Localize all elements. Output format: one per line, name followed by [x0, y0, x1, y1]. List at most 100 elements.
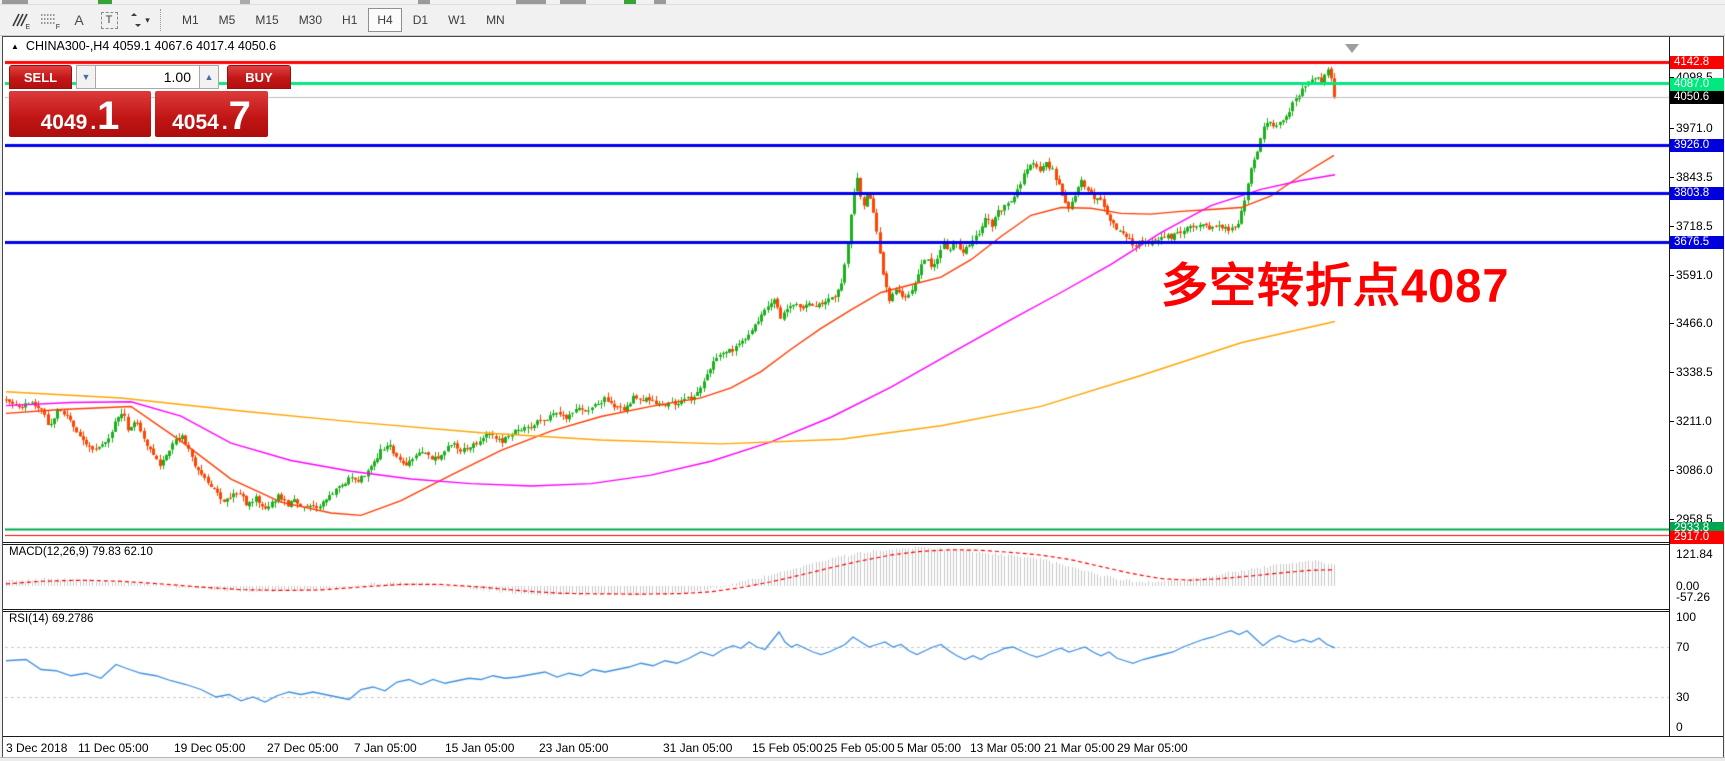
pane-separator[interactable] — [3, 542, 1723, 543]
buy-button[interactable]: BUY — [227, 65, 291, 89]
volume-decrease-button[interactable]: ▼ — [76, 65, 96, 89]
pane-separator — [3, 736, 1723, 737]
price-tick-label: 3338.5 — [1676, 365, 1713, 379]
shapes-dropdown-icon[interactable]: ▾ — [126, 8, 152, 32]
macd-indicator-pane[interactable] — [5, 545, 1669, 608]
price-badge: 4087.0 — [1670, 78, 1724, 91]
text-label-icon[interactable]: A — [74, 12, 84, 28]
pane-separator[interactable] — [3, 611, 1723, 612]
pane-separator[interactable] — [3, 609, 1723, 610]
volume-input[interactable] — [96, 65, 199, 89]
clipped-toolbar-icon — [624, 0, 636, 4]
sell-price-main: 4049 — [40, 111, 88, 134]
crosshatch-expert-icon[interactable]: E — [6, 8, 32, 32]
timeframe-button-h4[interactable]: H4 — [368, 8, 402, 32]
time-tick-label: 31 Jan 05:00 — [663, 741, 733, 755]
axis-tick-mark — [1670, 226, 1674, 227]
toolbar-separator — [160, 9, 168, 31]
time-tick-label: 5 Mar 05:00 — [897, 741, 962, 755]
volume-increase-button[interactable]: ▲ — [199, 65, 219, 89]
time-tick-label: 21 Mar 05:00 — [1044, 741, 1115, 755]
time-tick-label: 29 Mar 05:00 — [1117, 741, 1188, 755]
axis-tick-mark — [1670, 275, 1674, 276]
axis-tick-mark — [1670, 470, 1674, 471]
clipped-toolbar-icon — [240, 0, 250, 4]
price-badge: 3926.0 — [1670, 139, 1724, 152]
clipped-toolbar-icon — [654, 0, 666, 4]
sell-price-dot: . — [90, 111, 97, 134]
pane-separator[interactable] — [3, 544, 1723, 545]
buy-price-dot: . — [221, 111, 228, 134]
time-tick-label: 27 Dec 05:00 — [267, 741, 339, 755]
timeframe-toolbar: M1 M5 M15 M30 H1 H4 D1 W1 MN — [173, 8, 514, 32]
sell-button[interactable]: SELL — [9, 65, 72, 89]
time-tick-label: 15 Feb 05:00 — [752, 741, 823, 755]
timeframe-button-m1[interactable]: M1 — [182, 13, 199, 27]
price-badge: 3676.5 — [1670, 236, 1724, 249]
price-tick-label: 3086.0 — [1676, 463, 1713, 477]
price-badge: 3803.8 — [1670, 187, 1724, 200]
time-tick-label: 23 Jan 05:00 — [539, 741, 609, 755]
timeframe-button-m15[interactable]: M15 — [255, 13, 279, 27]
clipped-toolbar-icon — [560, 0, 586, 4]
collapse-triangle-icon[interactable]: ▲ — [11, 41, 19, 51]
price-tick-label: 3843.5 — [1676, 170, 1713, 184]
price-badge: 2917.0 — [1670, 531, 1724, 544]
sell-price-button[interactable]: 4049. 1 — [9, 91, 151, 137]
price-axis: 4098.5 3971.0 3843.5 3718.5 3591.0 3466.0 3338… — [1669, 37, 1724, 736]
buy-price-main: 4054 — [172, 111, 219, 134]
axis-tick-mark — [1670, 421, 1674, 422]
time-tick-label: 7 Jan 05:00 — [354, 741, 417, 755]
indicator-tick-label: 70 — [1676, 640, 1690, 654]
price-badge: 4142.8 — [1670, 56, 1724, 69]
indicator-tick-label: 121.84 — [1676, 547, 1713, 561]
chart-title: CHINA300-,H4 4059.1 4067.6 4017.4 4050.6 — [25, 39, 277, 53]
timeframe-button-mn[interactable]: MN — [486, 13, 505, 27]
axis-tick-mark — [1670, 323, 1674, 324]
time-tick-label: 19 Dec 05:00 — [174, 741, 246, 755]
time-tick-label: 15 Jan 05:00 — [445, 741, 515, 755]
rsi-indicator-pane[interactable] — [5, 612, 1669, 735]
sell-price-frac: 1 — [97, 94, 120, 139]
indicator-tick-label: 0 — [1676, 720, 1683, 734]
timeframe-button-h1[interactable]: H1 — [342, 13, 358, 27]
axis-tick-mark — [1670, 77, 1674, 78]
time-tick-label: 25 Feb 05:00 — [824, 741, 895, 755]
clipped-toolbar-icon — [418, 0, 430, 4]
time-axis: 3 Dec 2018 11 Dec 05:00 19 Dec 05:00 27 Dec… — [3, 737, 1723, 757]
clipped-toolbar-icon — [98, 0, 112, 4]
price-tick-label: 3591.0 — [1676, 268, 1713, 282]
indicator-tick-label: 0.00 — [1676, 579, 1700, 593]
timeframe-button-w1[interactable]: W1 — [448, 13, 467, 27]
rsi-label: RSI(14) 69.2786 — [9, 613, 94, 625]
grid-fibonacci-icon[interactable]: F — [41, 14, 60, 31]
time-tick-label: 13 Mar 05:00 — [970, 741, 1041, 755]
price-tick-label: 3718.5 — [1676, 219, 1713, 233]
price-tick-label: 3971.0 — [1676, 121, 1713, 135]
text-box-icon[interactable]: T — [96, 8, 122, 32]
main-toolbar: E F A T ▾ M1 M5 M15 M30 H1 H4 D1 W1 MN — [0, 5, 1725, 36]
indicator-tick-label: -57.26 — [1676, 590, 1711, 604]
time-tick-label: 11 Dec 05:00 — [78, 741, 149, 755]
chart-text-annotation: 多空转折点4087 — [1161, 259, 1510, 312]
price-badge: 4050.6 — [1670, 91, 1724, 104]
toolbar-clipped-row — [0, 0, 1725, 5]
status-strip — [0, 757, 1725, 761]
axis-tick-mark — [1670, 128, 1674, 129]
time-tick-label: 3 Dec 2018 — [6, 741, 68, 755]
main-price-chart[interactable] — [5, 55, 1669, 543]
macd-label: MACD(12,26,9) 79.83 62.10 — [9, 546, 153, 558]
timeframe-button-m5[interactable]: M5 — [218, 13, 236, 27]
axis-tick-mark — [1670, 177, 1674, 178]
clipped-toolbar-icon — [516, 0, 546, 4]
clipped-toolbar-icon — [2, 0, 28, 4]
axis-tick-mark — [1670, 372, 1674, 373]
timeframe-button-d1[interactable]: D1 — [412, 13, 429, 27]
chart-shift-marker-icon[interactable] — [1345, 44, 1359, 53]
timeframe-button-m30[interactable]: M30 — [298, 13, 323, 27]
chart-window: ▲ CHINA300-,H4 4059.1 4067.6 4017.4 4050… — [2, 36, 1724, 757]
indicator-tick-label: 100 — [1676, 610, 1697, 624]
buy-price-button[interactable]: 4054. 7 — [155, 91, 268, 137]
buy-price-frac: 7 — [228, 94, 251, 139]
price-tick-label: 3466.0 — [1676, 316, 1713, 330]
